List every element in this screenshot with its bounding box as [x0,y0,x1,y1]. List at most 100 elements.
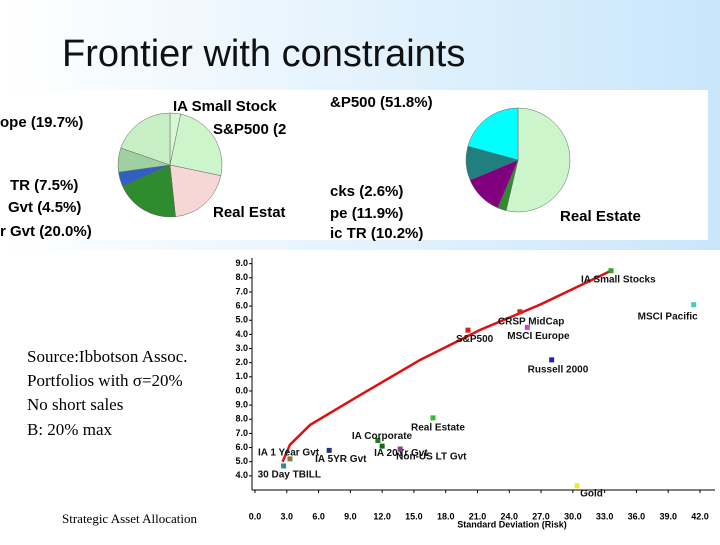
slice-value: (2.6%) [359,183,403,200]
point [326,447,332,453]
note: Source:Ibbotson Assoc. [27,347,188,366]
y-tick-label: 5.0 [235,456,248,466]
point-label: CRSP MidCap [498,316,565,327]
slice-label: S&P500 (2 [213,121,286,138]
slice-name: Real Estat [213,204,286,221]
point [281,463,287,469]
slice-name: &P500 [330,94,376,111]
slice-label: ic TR (10.2%) [330,225,423,242]
y-tick-label: 8.0 [235,272,248,282]
point-label: IA Small Stocks [581,274,656,285]
y-tick-label: 4.0 [235,470,248,480]
point-label: Non-US LT Gvt [396,452,467,463]
slice-name: ope [0,114,27,131]
slice-name: ic TR [330,225,367,242]
y-tick-label: 0.0 [235,385,248,395]
y-tick-label: 4.0 [235,329,248,339]
slice-value: (4.5%) [37,199,81,216]
x-tick-label: 36.0 [628,511,646,521]
y-tick-label: 9.0 [235,399,248,409]
slice-name: r Gvt [0,223,35,240]
slice-label: Gvt (4.5%) [8,199,81,216]
y-tick-label: 6.0 [235,300,248,310]
point-label: Gold [580,488,603,499]
pie-slice [467,107,519,161]
slice-name: IA Small Stock [173,98,277,115]
pie-slice [120,112,171,166]
x-tick-label: 24.0 [501,511,519,521]
y-tick-label: 3.0 [235,343,248,353]
y-tick-label: 8.0 [235,414,248,424]
point-label: S&P500 [456,334,494,345]
slice-name: cks [330,183,355,200]
point [287,456,293,462]
point-label: IA 20Yr Gvt [374,448,428,459]
slice-value: (2 [273,121,286,138]
x-tick-label: 27.0 [532,511,550,521]
slice-label: TR (7.5%) [10,177,78,194]
slice-label: Real Estat [213,204,286,221]
slice-value: (11.9%) [352,205,404,222]
point-label: 30 Day TBILL [258,470,321,481]
slice-name: Gvt [8,199,33,216]
chart-panel [222,255,720,540]
slide-title: Frontier with constraints [62,33,465,75]
point-label: MSCI Europe [507,331,570,342]
point [379,443,385,449]
x-tick-label: 33.0 [596,511,614,521]
point [517,309,523,315]
point [691,302,697,308]
slice-label: &P500 (51.8%) [330,94,433,111]
point-label: IA Corporate [352,431,413,442]
slice-label: IA Small Stock [173,98,277,115]
point [397,446,403,452]
x-tick-label: 3.0 [281,511,294,521]
slice-label: r Gvt (20.0%) [0,223,92,240]
y-tick-label: 6.0 [235,442,248,452]
y-tick-label: 5.0 [235,315,248,325]
point [574,483,580,489]
x-tick-label: 18.0 [437,511,455,521]
pie-slice [169,113,223,177]
point-label: IA 1 Year Gvt [258,448,320,459]
slice-value: (20.0%) [39,223,92,240]
slice-name: Real Estate [560,208,641,225]
slice-label: cks (2.6%) [330,183,403,200]
slice-value: (7.5%) [34,177,78,194]
slice-name: S&P500 [213,121,269,138]
slice-value: (51.8%) [380,94,433,111]
pie-slice [505,107,571,213]
x-tick-label: 15.0 [405,511,423,521]
x-tick-label: 39.0 [659,511,677,521]
point-label: Russell 2000 [528,364,589,375]
point-label: MSCI Pacific [638,311,698,322]
frontier-line [281,269,612,463]
y-tick-label: 9.0 [235,258,248,268]
footer: Strategic Asset Allocation [62,511,198,526]
slice-label: pe (11.9%) [330,205,403,222]
y-tick-label: 7.0 [235,428,248,438]
x-tick-label: 12.0 [373,511,391,521]
y-tick-label: 1.0 [235,371,248,381]
pie-slice [169,164,222,217]
point [608,268,614,274]
point-label: Real Estate [411,422,465,433]
x-tick-label: 9.0 [344,511,357,521]
x-tick-label: 6.0 [312,511,325,521]
note: No short sales [27,395,123,414]
slice-value: (19.7%) [31,114,84,131]
point [375,437,381,443]
x-tick-label: 42.0 [691,511,709,521]
x-tick-label: 30.0 [564,511,582,521]
slice-name: TR [10,177,30,194]
pie-slice [122,164,176,218]
point-label: IA 5YR Gvt [315,454,367,465]
slice-label: ope (19.7%) [0,114,83,131]
slice-name: pe [330,205,348,222]
y-tick-label: 7.0 [235,286,248,296]
point [524,324,530,330]
note: B: 20% max [27,420,112,439]
slice-value: (10.2%) [371,225,424,242]
x-tick-label: 21.0 [469,511,487,521]
